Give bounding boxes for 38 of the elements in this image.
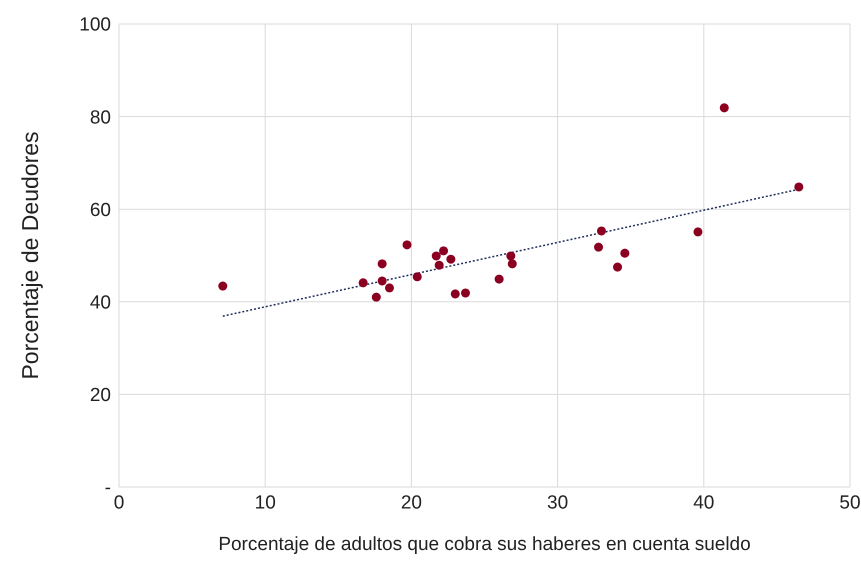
y-tick-label: 20: [90, 385, 111, 406]
point: [508, 259, 517, 268]
x-tick-label: 50: [839, 492, 861, 514]
y-tick-label: 100: [79, 14, 111, 36]
point: [372, 292, 381, 302]
point: [218, 282, 228, 291]
point: [446, 254, 456, 264]
x-tick-label: 30: [547, 492, 568, 514]
point: [412, 272, 422, 282]
y-tick-label: 60: [90, 200, 111, 221]
point: [378, 259, 387, 268]
point: [450, 289, 460, 298]
point: [434, 260, 444, 270]
y-tick-label: -: [104, 478, 111, 499]
y-tick-label: 40: [90, 292, 111, 314]
x-tick-label: 0: [114, 492, 124, 514]
point: [358, 278, 368, 288]
point: [402, 240, 412, 250]
x-tick-label: 20: [400, 492, 422, 514]
point: [693, 227, 702, 236]
x-tick-label: 10: [254, 492, 276, 514]
point: [506, 251, 516, 260]
point: [794, 182, 804, 192]
point: [596, 226, 606, 236]
point: [439, 246, 448, 256]
point: [594, 242, 604, 252]
point: [460, 288, 470, 298]
y-axis-title: Porcentaje de Deudores: [17, 131, 43, 380]
point: [613, 262, 622, 272]
y-tick-label: 80: [90, 107, 111, 128]
point: [720, 103, 729, 112]
point: [432, 251, 441, 260]
point: [494, 274, 504, 284]
x-axis-title: Porcentaje de adultos que cobra sus haberes en cuenta sueldo: [218, 534, 751, 555]
point: [384, 283, 394, 292]
point: [620, 248, 630, 258]
point: [378, 276, 387, 286]
x-tick-label: 40: [693, 492, 714, 514]
